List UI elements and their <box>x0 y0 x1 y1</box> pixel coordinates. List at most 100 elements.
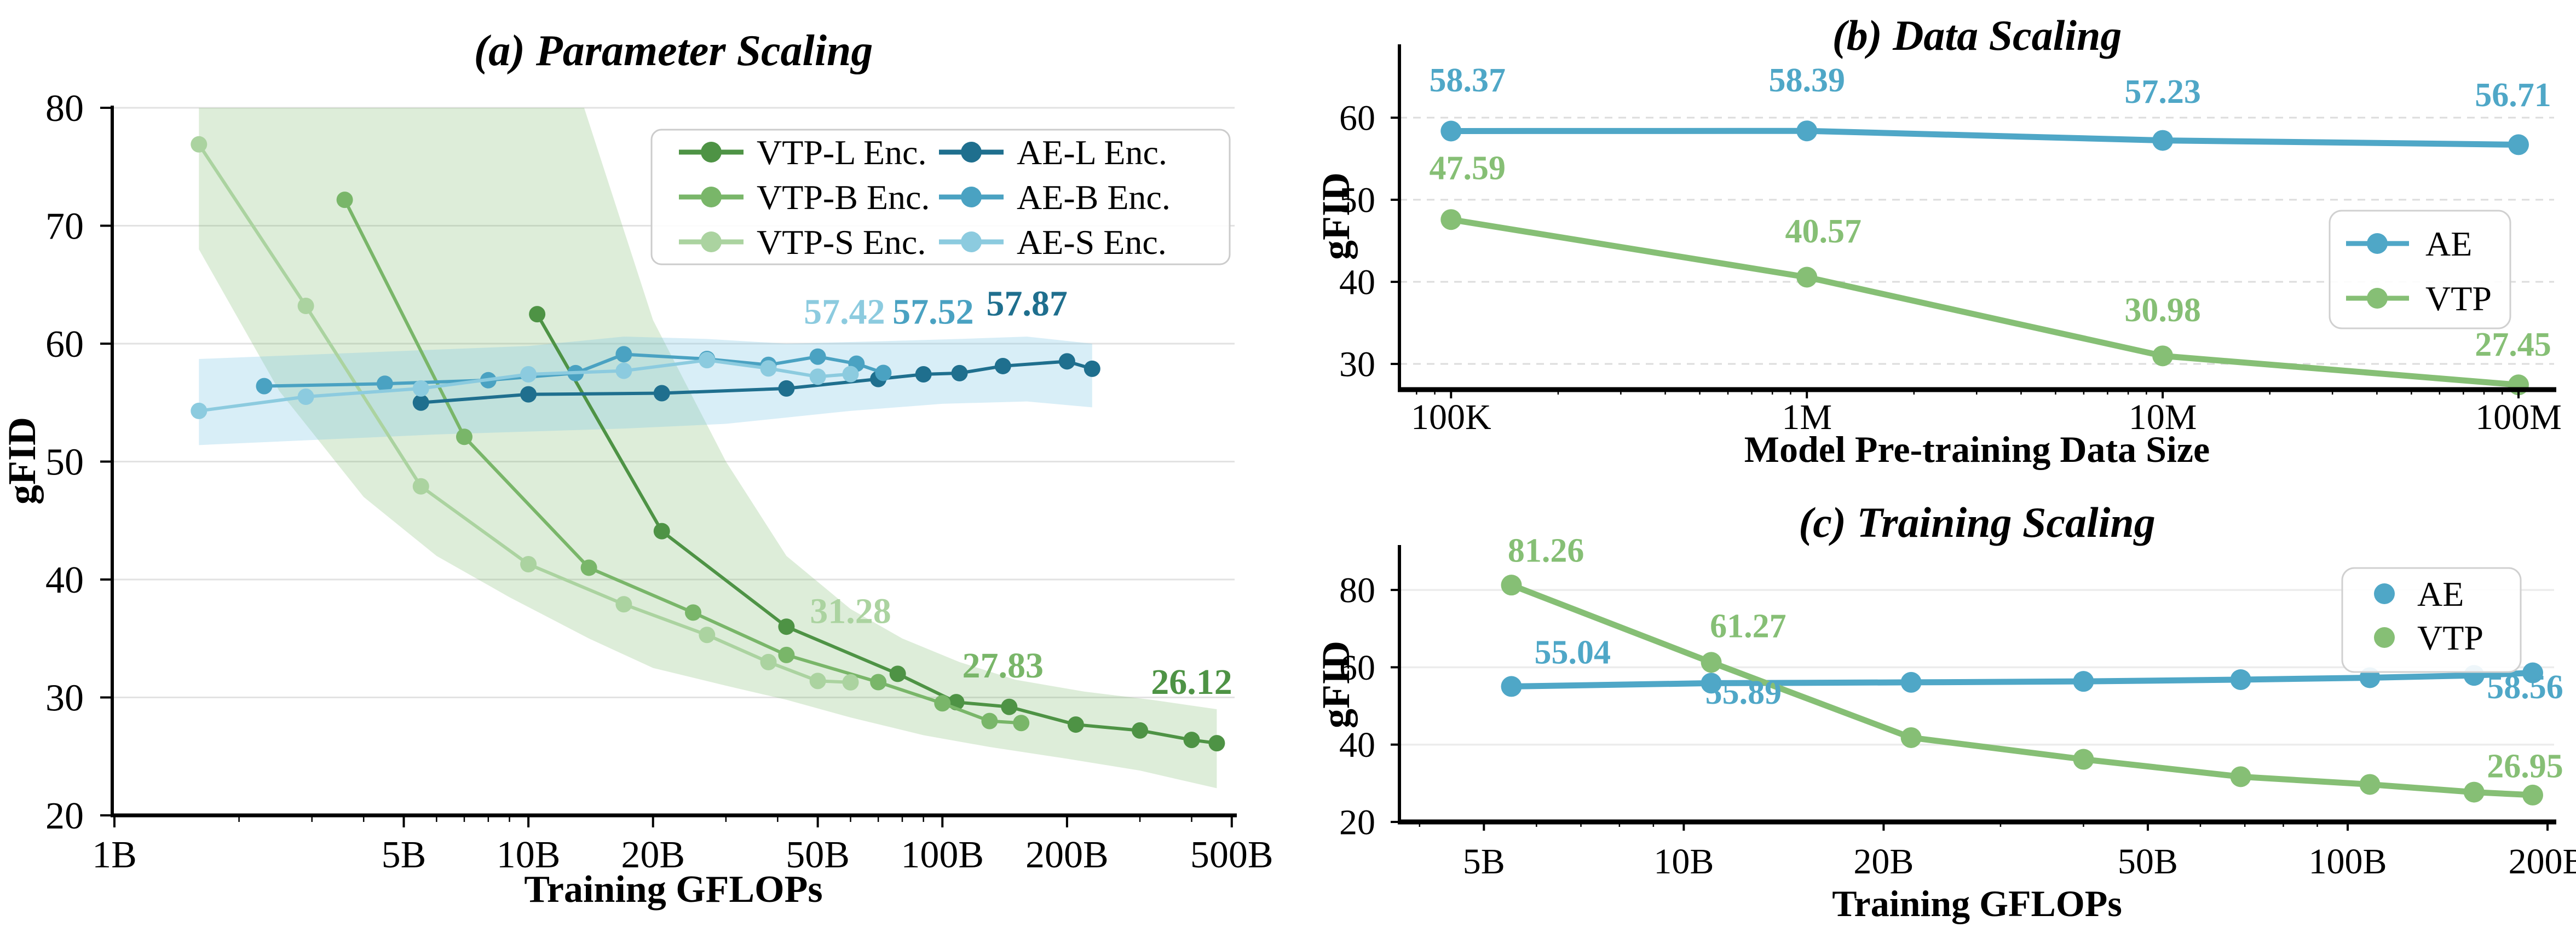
series-vtp-s-enc <box>191 136 859 691</box>
axes: 1B 5B 10B 20B 50B 100B 200B 500B 20 30 40 50 60 70 80 <box>45 88 1273 876</box>
legend-label: VTP <box>2417 618 2483 657</box>
series-line <box>1508 582 2536 798</box>
series-ae-l-enc <box>412 353 1100 411</box>
data-point <box>1796 120 1818 142</box>
data-point <box>685 604 702 621</box>
x-tick-label: 200B <box>1025 834 1109 876</box>
data-label: 81.26 <box>1508 532 1584 569</box>
data-point <box>520 555 537 572</box>
data-label: 26.12 <box>1151 662 1232 702</box>
x-tick-label: 100B <box>901 834 984 876</box>
legend-label: VTP-S Enc. <box>757 223 926 262</box>
x-tick-label: 100M <box>2475 397 2562 437</box>
data-point <box>2230 669 2251 690</box>
data-point <box>951 364 968 381</box>
x-tick-label: 5B <box>382 834 427 876</box>
data-point <box>875 364 892 381</box>
data-point <box>915 366 932 383</box>
legend-label: AE-L Enc. <box>1017 133 1167 172</box>
data-label: 61.27 <box>1710 607 1787 645</box>
legend-item-ae-l-enc: AE-L Enc. <box>939 133 1167 172</box>
legend-marker-dot <box>2374 627 2395 648</box>
data-point <box>580 559 597 576</box>
data-point <box>2522 662 2544 683</box>
data-label: 27.83 <box>963 646 1044 686</box>
series-vtp-l-enc <box>529 306 1225 752</box>
series-line <box>1508 670 2536 690</box>
legend-item-vtp: VTP <box>2346 279 2492 318</box>
data-point <box>615 362 632 379</box>
x-tick-label: 50B <box>2118 842 2178 882</box>
series-vtp-b-enc <box>336 192 1030 732</box>
series-line <box>1448 128 2522 148</box>
data-point <box>412 380 429 397</box>
data-point <box>1501 575 1522 596</box>
chart-a-title: (a) Parameter Scaling <box>474 27 873 75</box>
chart-c-ylabel: gFID <box>1314 641 1358 728</box>
data-label: 27.45 <box>2475 326 2551 363</box>
data-point <box>1001 698 1018 715</box>
series-ae <box>1440 120 2529 155</box>
data-point <box>191 136 208 153</box>
chart-a-ylabel: gFID <box>0 417 44 505</box>
y-tick-label: 40 <box>45 559 84 601</box>
legend: VTP-L Enc. VTP-B Enc. VTP-S Enc. AE-L Enc. A… <box>650 129 1231 265</box>
data-point <box>412 478 429 495</box>
data-point <box>412 394 429 411</box>
data-point <box>256 378 273 395</box>
data-point <box>760 360 777 377</box>
chart-b-title: (b) Data Scaling <box>1832 11 2122 59</box>
y-tick-label: 60 <box>1339 98 1375 138</box>
legend-item-vtp-l-enc: VTP-L Enc. <box>679 133 926 172</box>
data-point <box>529 306 546 323</box>
x-tick-label: 10B <box>1653 842 1714 882</box>
x-tick-label: 200B <box>2509 842 2576 882</box>
data-point <box>2230 766 2251 787</box>
legend: AE VTP <box>2341 567 2522 673</box>
legend-item-vtp: VTP <box>2374 618 2483 657</box>
legend-marker-dot <box>701 142 722 163</box>
vtp-band <box>199 108 1217 789</box>
data-point <box>1440 120 1462 142</box>
data-label: 47.59 <box>1430 150 1506 187</box>
legend-marker-dot <box>961 142 982 163</box>
legend-item-ae: AE <box>2374 575 2464 613</box>
chart-c-title: (c) Training Scaling <box>1799 499 2156 546</box>
data-point <box>778 380 795 397</box>
chart-b: 100K 1M 10M 100M 30 40 50 60 58.37 58.39 57.23 56.7… <box>1339 44 2562 437</box>
x-tick-label: 500B <box>1190 834 1273 876</box>
data-point <box>1701 673 1722 694</box>
data-point <box>870 674 887 691</box>
legend-item-ae-b-enc: AE-B Enc. <box>939 178 1171 217</box>
x-tick-label: 50B <box>786 834 850 876</box>
chart-b-ylabel: gFID <box>1314 172 1358 260</box>
legend-marker-dot <box>961 231 982 252</box>
legend-label: VTP <box>2425 279 2492 318</box>
x-tick-label: 20B <box>1853 842 1914 882</box>
data-label: 56.71 <box>2475 77 2551 114</box>
data-point <box>191 402 208 419</box>
legend-marker-dot <box>961 187 982 207</box>
series-vtp <box>1501 575 2544 806</box>
x-tick-label: 20B <box>621 834 685 876</box>
legend-marker-dot <box>2374 583 2395 604</box>
chart-c-xlabel: Training GFLOPs <box>1832 883 2122 924</box>
data-point <box>2359 774 2381 795</box>
data-point <box>456 428 472 445</box>
legend-marker-dot <box>2367 288 2388 309</box>
y-tick-label: 80 <box>1339 571 1375 611</box>
legend-item-vtp-s-enc: VTP-S Enc. <box>679 223 926 262</box>
data-point <box>981 712 998 729</box>
data-point <box>520 366 537 383</box>
data-point <box>842 674 859 691</box>
data-point <box>1132 722 1149 739</box>
data-label: 55.89 <box>1705 674 1782 711</box>
data-label: 40.57 <box>1785 213 1862 250</box>
data-point <box>1183 732 1200 749</box>
data-point <box>842 366 859 383</box>
legend-label: AE-S Enc. <box>1017 223 1167 262</box>
data-point <box>2073 749 2094 770</box>
y-tick-label: 60 <box>1339 648 1375 688</box>
data-point <box>1796 266 1818 288</box>
series-line <box>262 352 885 388</box>
